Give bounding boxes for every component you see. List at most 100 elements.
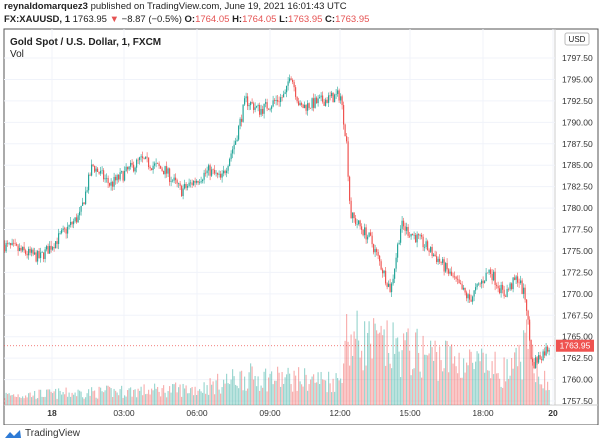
candle-body	[484, 281, 486, 284]
publisher[interactable]: reynaldomarquez3	[4, 1, 88, 12]
candle-body	[94, 165, 96, 172]
volume-bar	[524, 332, 526, 405]
candle-body	[352, 212, 354, 219]
volume-bar	[278, 372, 280, 405]
volume-bar	[125, 396, 127, 405]
candle-body	[263, 103, 265, 114]
candle-body	[473, 290, 475, 297]
candle-body	[454, 276, 456, 278]
low-label: L:	[279, 14, 289, 25]
x-tick-label: 18:00	[472, 408, 494, 418]
candle-body	[128, 166, 130, 170]
volume-bar	[442, 371, 444, 405]
volume-bar	[112, 397, 114, 405]
candle-body	[334, 94, 336, 103]
last-price: 1763.95	[72, 14, 107, 25]
volume-bar	[314, 382, 316, 405]
candle-body	[244, 98, 246, 105]
candle-body	[491, 273, 493, 281]
volume-bar	[149, 394, 151, 405]
volume-bar	[5, 392, 7, 405]
candle-body	[302, 104, 304, 109]
volume-bar	[154, 383, 156, 405]
volume-bar	[395, 338, 397, 405]
candle-body	[322, 95, 324, 102]
volume-bar	[341, 383, 343, 405]
candle-body	[134, 167, 136, 172]
volume-bar	[422, 335, 424, 405]
candle-body	[451, 271, 453, 276]
volume-bar	[29, 392, 31, 405]
volume-bar	[385, 365, 387, 405]
volume-bar	[107, 385, 109, 405]
candle-body	[380, 261, 382, 270]
candle-body	[373, 244, 375, 253]
volume-bar	[232, 369, 234, 405]
candle-body	[104, 178, 106, 180]
volume-bar	[52, 393, 54, 405]
volume-bar	[449, 346, 451, 405]
volume-bar	[532, 344, 534, 405]
volume-bar	[206, 385, 208, 405]
candle-body	[139, 157, 141, 160]
candle-body	[41, 252, 43, 253]
volume-bar	[529, 321, 531, 405]
volume-bar	[331, 392, 333, 405]
volume-bar	[97, 398, 99, 405]
close-label: C:	[325, 14, 336, 25]
candle-body	[535, 357, 537, 369]
candle-body	[187, 185, 189, 188]
currency-button[interactable]	[564, 32, 590, 46]
volume-bar	[266, 391, 268, 405]
volume-bar	[146, 393, 148, 405]
volume-bar	[197, 390, 199, 405]
volume-bar	[488, 370, 490, 405]
candle-body	[32, 249, 34, 255]
candle-body	[95, 168, 97, 172]
volume-bar	[451, 344, 453, 405]
candle-body	[214, 169, 216, 174]
volume-bar	[95, 397, 97, 405]
volume-bar	[416, 328, 418, 405]
candle-body	[406, 226, 408, 231]
candle-body	[29, 248, 31, 253]
candle-body	[74, 217, 76, 222]
volume-bar	[22, 396, 24, 405]
volume-bar	[400, 377, 402, 405]
candle-body	[71, 221, 73, 225]
volume-bar	[118, 395, 120, 405]
tradingview-logo[interactable]: TradingView	[4, 428, 80, 439]
volume-bar	[242, 390, 244, 405]
volume-bar	[251, 366, 253, 405]
volume-bar	[386, 320, 388, 405]
volume-bar	[91, 387, 93, 405]
low-value: 1763.95	[288, 14, 323, 25]
candle-body	[374, 249, 376, 253]
published-text: published on TradingView.com, June 19, 2…	[90, 1, 347, 12]
volume-bar	[14, 396, 16, 405]
candle-body	[341, 96, 343, 106]
volume-bar	[193, 395, 195, 405]
price-chart[interactable]: 1797.50 1795.00 1792.50 1790.00 1787.50 1785.…	[0, 0, 600, 425]
volume-bar	[121, 385, 123, 405]
volume-bar	[344, 340, 346, 405]
candle-body	[346, 136, 348, 142]
volume-bar	[175, 382, 177, 405]
volume-bar	[475, 361, 477, 405]
volume-bar	[116, 392, 118, 405]
volume-bar	[281, 371, 283, 405]
volume-bar	[460, 377, 462, 405]
candle-body	[50, 245, 52, 250]
volume-bar	[137, 388, 139, 405]
candle-body	[157, 163, 159, 164]
candle-body	[313, 98, 315, 108]
volume-bar	[292, 391, 294, 405]
volume-bar	[367, 332, 369, 405]
volume-bar	[517, 366, 519, 405]
candle-body	[301, 103, 303, 105]
candle-body	[325, 99, 327, 106]
candle-body	[452, 275, 454, 277]
volume-bar	[256, 386, 258, 405]
candle-body	[464, 287, 466, 293]
volume-bar	[479, 361, 481, 405]
